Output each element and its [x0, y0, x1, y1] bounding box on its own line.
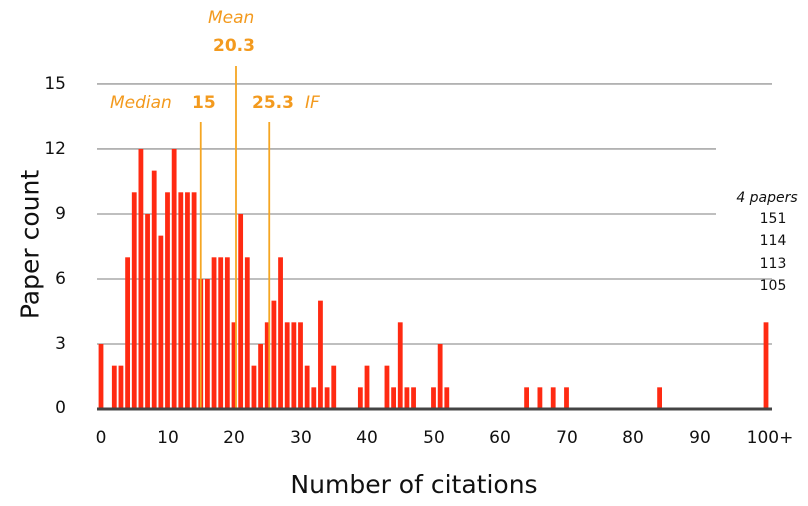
bar-66	[537, 387, 543, 409]
x-tick-0: 0	[95, 428, 107, 448]
x-axis-title: Number of citations	[290, 470, 538, 499]
bar-44	[391, 387, 396, 409]
x-tick-20: 20	[223, 428, 245, 448]
x-tick-10: 10	[157, 428, 179, 448]
bar-6	[138, 148, 144, 409]
x-tick-30: 30	[290, 428, 312, 448]
bar-32	[311, 387, 317, 409]
y-tick-6: 6	[55, 269, 66, 289]
bars	[98, 148, 769, 409]
bar-68	[550, 387, 556, 409]
bar-13	[185, 192, 190, 409]
y-tick-3: 3	[55, 334, 66, 354]
bar-5	[131, 192, 137, 409]
y-tick-15: 15	[44, 74, 66, 94]
bar-35	[331, 365, 337, 409]
bar-29	[291, 322, 297, 409]
bar-4	[125, 257, 130, 409]
y-axis-title: Paper count	[15, 169, 45, 320]
bar-31	[304, 365, 310, 409]
bar-30	[298, 322, 303, 409]
bar-28	[284, 322, 290, 409]
bar-19	[224, 257, 230, 409]
x-tick-80: 80	[622, 428, 644, 448]
bar-7	[145, 213, 150, 409]
bar-14	[191, 192, 197, 409]
bar-34	[324, 387, 330, 409]
bar-43	[384, 365, 390, 409]
x-tick-90: 90	[689, 428, 711, 448]
bar-47	[411, 387, 416, 409]
bar-51	[437, 343, 443, 409]
bar-22	[244, 257, 250, 409]
bar-10	[165, 192, 170, 409]
bar-18	[218, 257, 224, 409]
bar-12	[178, 192, 184, 409]
bar-3	[118, 365, 124, 409]
bar-40	[364, 365, 370, 409]
if-value: 25.3	[252, 93, 294, 113]
overflow-note-105: 105	[759, 278, 787, 294]
median-label: Median	[110, 93, 172, 113]
overflow-note-title: 4 papers	[736, 190, 798, 206]
bar-33	[318, 300, 323, 409]
bar-50	[431, 387, 436, 409]
bar-24	[258, 343, 263, 409]
bar-23	[251, 365, 257, 409]
bar-20	[231, 322, 237, 409]
bar-100	[763, 322, 769, 409]
bar-39	[357, 387, 363, 409]
bar-45	[397, 322, 403, 409]
mean-label: Mean	[208, 8, 255, 28]
bar-0	[98, 343, 104, 409]
x-tick-60: 60	[489, 428, 511, 448]
bar-64	[524, 387, 529, 409]
bar-84	[657, 387, 662, 409]
mean-value: 20.3	[213, 36, 255, 56]
bar-8	[151, 170, 157, 409]
x-tick-40: 40	[356, 428, 378, 448]
median-value: 15	[192, 93, 216, 113]
y-tick-0: 0	[55, 398, 66, 418]
bar-26	[271, 300, 277, 409]
bar-52	[444, 387, 450, 409]
gridlines	[97, 83, 772, 345]
bar-70	[564, 387, 569, 409]
reference-lines	[199, 66, 271, 408]
bar-25	[264, 322, 270, 409]
overflow-note-114: 114	[759, 233, 787, 249]
overflow-note-113: 113	[759, 256, 787, 272]
y-tick-12: 12	[44, 139, 66, 159]
if-label: IF	[305, 93, 320, 113]
x-tick-100: 100+	[746, 428, 794, 448]
x-tick-50: 50	[423, 428, 445, 448]
bar-11	[171, 148, 177, 409]
x-tick-70: 70	[556, 428, 578, 448]
y-tick-9: 9	[55, 204, 66, 224]
bar-2	[111, 365, 117, 409]
bar-46	[404, 387, 410, 409]
bar-16	[205, 278, 210, 409]
bar-17	[211, 257, 217, 409]
bar-9	[158, 235, 164, 409]
bar-21	[238, 213, 244, 409]
overflow-note-151: 151	[759, 211, 787, 227]
bar-27	[278, 257, 283, 409]
